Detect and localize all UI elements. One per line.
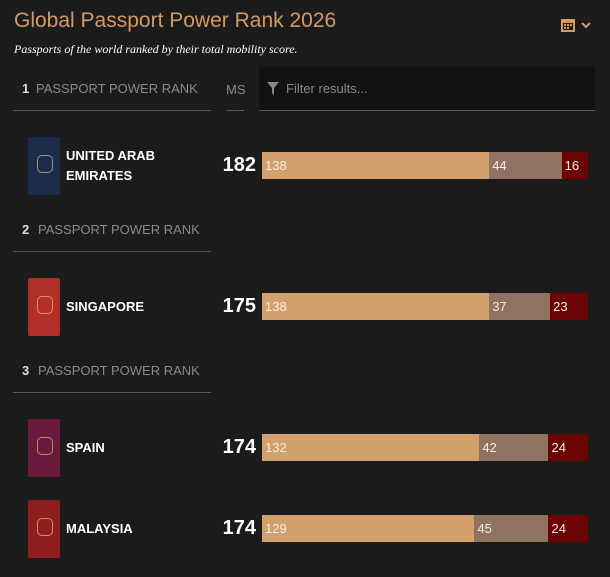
mobility-score: 175 xyxy=(222,295,256,317)
bar-segment: 16 xyxy=(561,152,588,179)
filter-icon xyxy=(267,82,279,95)
passport-emblem xyxy=(37,437,53,455)
country-name: MALAYSIA xyxy=(66,521,133,536)
rank-label: PASSPORT POWER RANK xyxy=(36,81,198,96)
rank-number: 3 xyxy=(22,363,30,378)
passport-emblem xyxy=(37,155,53,173)
passport-image xyxy=(28,278,60,336)
segment-label: 44 xyxy=(492,158,507,173)
passport-emblem xyxy=(37,518,53,536)
rank-label: PASSPORT POWER RANK xyxy=(38,222,200,237)
bar-segment: 132 xyxy=(262,434,480,461)
mobility-score: 182 xyxy=(222,154,256,176)
rank-number: 2 xyxy=(22,222,30,237)
segment-label: 45 xyxy=(477,521,492,536)
bar-segment: 42 xyxy=(479,434,549,461)
mobility-score: 174 xyxy=(222,436,256,458)
rank-label: PASSPORT POWER RANK xyxy=(38,363,200,378)
passport-image xyxy=(28,500,60,558)
subtitle: Passports of the world ranked by their t… xyxy=(14,42,298,56)
bar-segment: 45 xyxy=(474,515,549,542)
passport-image xyxy=(28,419,60,477)
rank-underline xyxy=(13,392,211,393)
bar-segment: 44 xyxy=(489,152,562,179)
segment-label: 138 xyxy=(265,299,287,314)
segment-label: 37 xyxy=(492,299,507,314)
calendar-button[interactable] xyxy=(560,16,600,36)
country-name: SPAIN xyxy=(66,440,105,455)
segment-label: 16 xyxy=(564,158,580,173)
segment-label: 138 xyxy=(265,158,287,173)
segment-label: 23 xyxy=(553,299,568,314)
passport-image xyxy=(28,137,60,195)
bar-segment: 23 xyxy=(550,293,588,320)
bar-segment: 37 xyxy=(489,293,551,320)
segment-label: 24 xyxy=(551,521,566,536)
title: Global Passport Power Rank 2026 xyxy=(14,9,337,32)
segment-label: 129 xyxy=(265,521,287,536)
segment-label: 42 xyxy=(482,440,497,455)
bar-segment: 24 xyxy=(548,515,588,542)
rank-number: 1 xyxy=(22,81,30,96)
filter-input[interactable]: Filter results... xyxy=(259,67,595,111)
bar-segment: 129 xyxy=(262,515,475,542)
rank-underline xyxy=(13,110,211,111)
segment-label: 132 xyxy=(265,440,287,455)
bar-segment: 24 xyxy=(548,434,588,461)
score-header: MS xyxy=(226,82,246,97)
bar-segment: 138 xyxy=(262,152,490,179)
country-name: SINGAPORE xyxy=(66,299,145,314)
filter-placeholder: Filter results... xyxy=(286,81,368,96)
country-name: UNITED ARAB EMIRATES xyxy=(66,148,156,183)
rank-underline xyxy=(13,251,211,252)
passport-emblem xyxy=(37,296,53,314)
bar-segment: 138 xyxy=(262,293,490,320)
score-underline xyxy=(226,110,244,111)
segment-label: 24 xyxy=(551,440,566,455)
mobility-score: 174 xyxy=(222,517,256,539)
